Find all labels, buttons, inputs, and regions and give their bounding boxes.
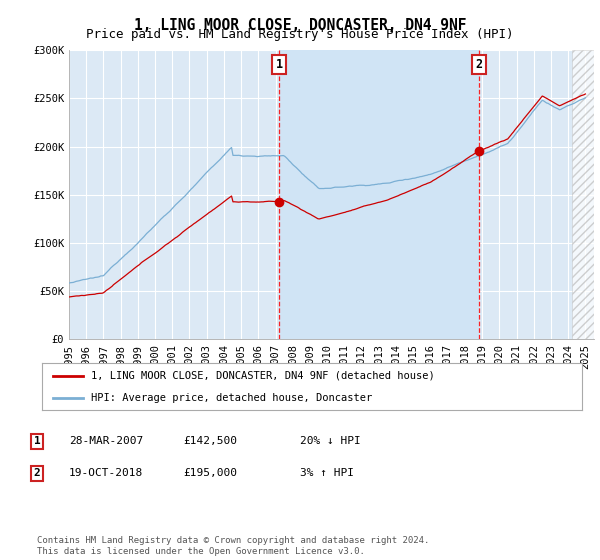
- Text: 20% ↓ HPI: 20% ↓ HPI: [300, 436, 361, 446]
- Text: Contains HM Land Registry data © Crown copyright and database right 2024.
This d: Contains HM Land Registry data © Crown c…: [37, 536, 430, 556]
- Text: 3% ↑ HPI: 3% ↑ HPI: [300, 468, 354, 478]
- Text: 1, LING MOOR CLOSE, DONCASTER, DN4 9NF: 1, LING MOOR CLOSE, DONCASTER, DN4 9NF: [134, 18, 466, 33]
- Text: £195,000: £195,000: [183, 468, 237, 478]
- Text: 28-MAR-2007: 28-MAR-2007: [69, 436, 143, 446]
- Text: HPI: Average price, detached house, Doncaster: HPI: Average price, detached house, Donc…: [91, 393, 372, 403]
- Text: 19-OCT-2018: 19-OCT-2018: [69, 468, 143, 478]
- Text: £142,500: £142,500: [183, 436, 237, 446]
- Text: Price paid vs. HM Land Registry's House Price Index (HPI): Price paid vs. HM Land Registry's House …: [86, 28, 514, 41]
- Text: 1: 1: [276, 58, 283, 71]
- Text: 2: 2: [34, 468, 41, 478]
- Text: 1: 1: [34, 436, 41, 446]
- Bar: [280, 50, 479, 339]
- Text: 1, LING MOOR CLOSE, DONCASTER, DN4 9NF (detached house): 1, LING MOOR CLOSE, DONCASTER, DN4 9NF (…: [91, 371, 434, 381]
- Text: 2: 2: [475, 58, 482, 71]
